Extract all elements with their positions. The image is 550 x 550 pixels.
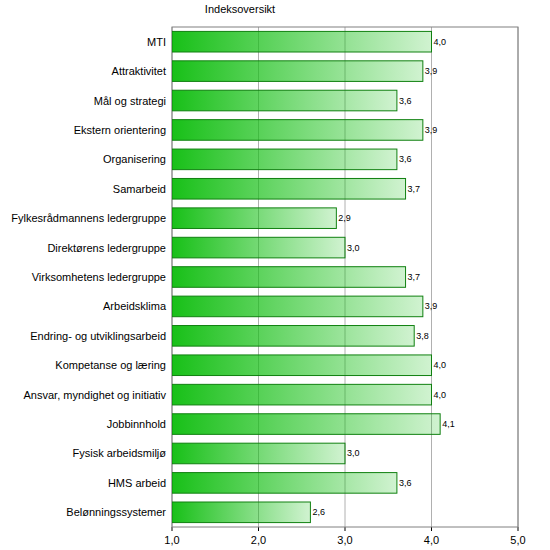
- category-label: Mål og strategi: [94, 95, 166, 107]
- data-label: 3,9: [425, 125, 438, 135]
- bar: [172, 208, 336, 229]
- data-label: 3,6: [399, 96, 412, 106]
- data-label: 3,0: [347, 243, 360, 253]
- data-label: 4,1: [442, 419, 455, 429]
- data-label: 3,7: [408, 184, 421, 194]
- bar: [172, 326, 414, 347]
- category-label: Jobbinnhold: [107, 418, 166, 430]
- tick: [172, 527, 173, 531]
- tick-label: 2,0: [251, 534, 266, 546]
- chart: Indeksoversikt 1,0 2,0 3,0 4,0 5,0 MTI 4,0 Attra…: [0, 0, 550, 550]
- bar: [172, 414, 440, 435]
- bar: [172, 502, 310, 523]
- category-label: MTI: [147, 36, 166, 48]
- category-label: Arbeidsklima: [103, 300, 167, 312]
- category-label: Ansvar, myndighet og initiativ: [24, 389, 167, 401]
- bar: [172, 90, 397, 111]
- category-label: HMS arbeid: [108, 477, 166, 489]
- category-label: Kompetanse og læring: [55, 359, 166, 371]
- category-label: Virksomhetens ledergruppe: [32, 271, 166, 283]
- bar: [172, 31, 432, 52]
- data-label: 4,0: [434, 360, 447, 370]
- data-label: 3,6: [399, 154, 412, 164]
- data-label: 3,8: [416, 331, 429, 341]
- tick-label: 1,0: [164, 534, 179, 546]
- tick-label: 4,0: [424, 534, 439, 546]
- category-label: Ekstern orientering: [74, 124, 166, 136]
- data-label: 3,6: [399, 478, 412, 488]
- title: Indeksoversikt: [205, 3, 275, 15]
- plot-frame: [172, 27, 518, 527]
- bar: [172, 443, 345, 464]
- data-label: 3,7: [408, 272, 421, 282]
- bar: [172, 384, 432, 405]
- tick-label: 5,0: [510, 534, 525, 546]
- grid-line: [431, 27, 432, 527]
- data-label: 3,9: [425, 301, 438, 311]
- data-label: 3,0: [347, 448, 360, 458]
- category-label: Belønningssystemer: [66, 506, 166, 518]
- category-label: Organisering: [103, 153, 166, 165]
- category-label: Direktørens ledergruppe: [47, 242, 166, 254]
- bars: [172, 31, 440, 522]
- data-label: 2,6: [312, 507, 325, 517]
- bar: [172, 473, 397, 494]
- category-label: Fysisk arbeidsmiljø: [72, 447, 166, 459]
- data-label: 2,9: [338, 213, 351, 223]
- category-label: Attraktivitet: [112, 65, 166, 77]
- bar: [172, 61, 423, 82]
- tick: [345, 527, 346, 531]
- category-label: Fylkesrådmannens ledergruppe: [11, 212, 166, 224]
- tick-label: 3,0: [337, 534, 352, 546]
- tick: [518, 527, 519, 531]
- tick: [258, 527, 259, 531]
- tick: [431, 527, 432, 531]
- data-label: 4,0: [434, 390, 447, 400]
- bar: [172, 149, 397, 170]
- bar: [172, 237, 345, 258]
- bar: [172, 120, 423, 141]
- bar: [172, 267, 406, 288]
- category-label: Endring- og utviklingsarbeid: [30, 330, 166, 342]
- bar: [172, 178, 406, 199]
- data-label: 3,9: [425, 66, 438, 76]
- category-label: Samarbeid: [113, 183, 166, 195]
- bar: [172, 296, 423, 317]
- data-label: 4,0: [434, 37, 447, 47]
- bar: [172, 355, 432, 376]
